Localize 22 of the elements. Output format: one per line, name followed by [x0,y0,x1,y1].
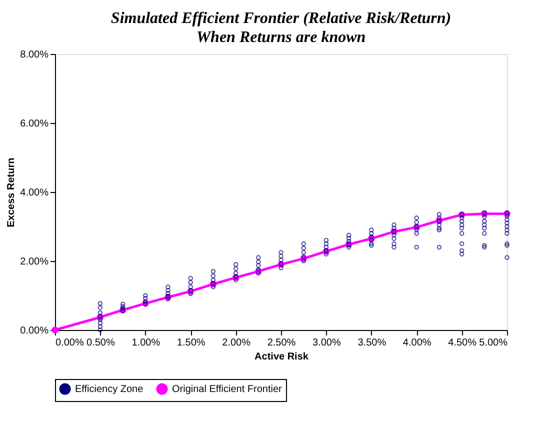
x-tick-label: 0.00% [56,338,84,348]
x-tick-label: 2.00% [222,338,251,348]
y-tick-label: 6.00% [20,118,49,130]
y-tick-label: 2.00% [20,256,49,268]
x-tick-label: 4.00% [402,338,432,348]
x-axis-title: Active Risk [254,352,309,362]
x-tick-label: 0.50% [86,338,115,348]
chart-subtitle: When Returns are known [196,29,366,46]
y-tick-label: 4.00% [20,188,49,198]
y-axis-title: Excess Return [6,158,18,228]
x-tick-label: 1.50% [176,338,206,348]
legend-label: Original Efficient Frontier [172,384,283,395]
x-tick-label: 3.00% [312,338,341,348]
y-tick-label: 8.00% [20,50,49,60]
x-tick-label: 5.00% [479,338,508,348]
x-tick-label: 3.50% [358,338,386,348]
x-tick-label: 1.00% [132,338,160,348]
y-tick-label: 0.00% [20,326,49,336]
x-tick-label: 4.50% [448,338,477,348]
x-tick-label: 2.50% [267,338,296,348]
legend-label: Efficiency Zone [75,384,144,395]
chart-title: Simulated Efficient Frontier (Relative Risk/Return) [110,10,452,27]
